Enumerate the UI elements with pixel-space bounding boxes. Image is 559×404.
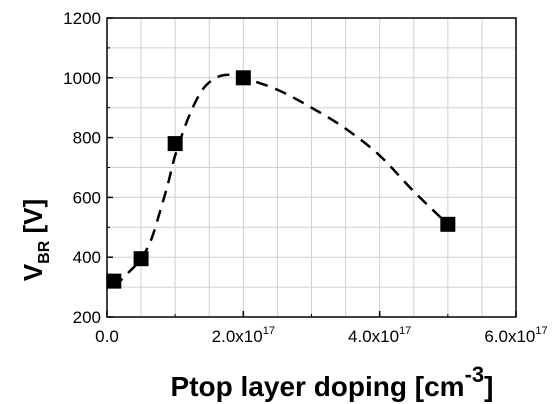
y-tick-label: 800: [73, 129, 101, 148]
points-layer: [106, 70, 456, 289]
svg-text:VBR [V]: VBR [V]: [18, 199, 53, 281]
ticks-layer: 200 400 600 800 1000 1200 0.0 2.0x1017 4.0x1017 6…: [63, 9, 547, 346]
x-axis-title-close: ]: [484, 371, 493, 402]
y-tick-label: 400: [73, 248, 101, 267]
x-axis-title: Ptop layer doping [cm-3]: [171, 362, 494, 402]
x-tick-label: 0.0: [95, 327, 119, 346]
x-axis-title-main: Ptop layer doping [cm: [171, 371, 465, 402]
y-axis-title-unit: [V]: [18, 199, 48, 241]
data-point: [440, 216, 456, 232]
y-axis-title-main: V: [18, 263, 48, 281]
y-tick-label: 600: [73, 188, 101, 207]
y-tick-label: 200: [73, 308, 101, 327]
y-tick-label: 1000: [63, 69, 101, 88]
data-point: [133, 251, 149, 267]
y-axis-title: VBR [V]: [18, 199, 53, 281]
x-tick-label: 4.0x1017: [348, 325, 411, 346]
x-axis-title-superscript: -3: [465, 362, 485, 387]
y-axis-title-subscript: BR: [36, 240, 53, 264]
grid-layer: [106, 17, 517, 318]
data-point: [235, 70, 251, 86]
x-tick-label: 6.0x1017: [484, 325, 547, 346]
y-tick-label: 1200: [63, 9, 101, 28]
fit-curve: [112, 73, 449, 288]
data-point: [106, 273, 122, 289]
x-tick-label: 2.0x1017: [212, 325, 275, 346]
data-point: [167, 136, 183, 152]
